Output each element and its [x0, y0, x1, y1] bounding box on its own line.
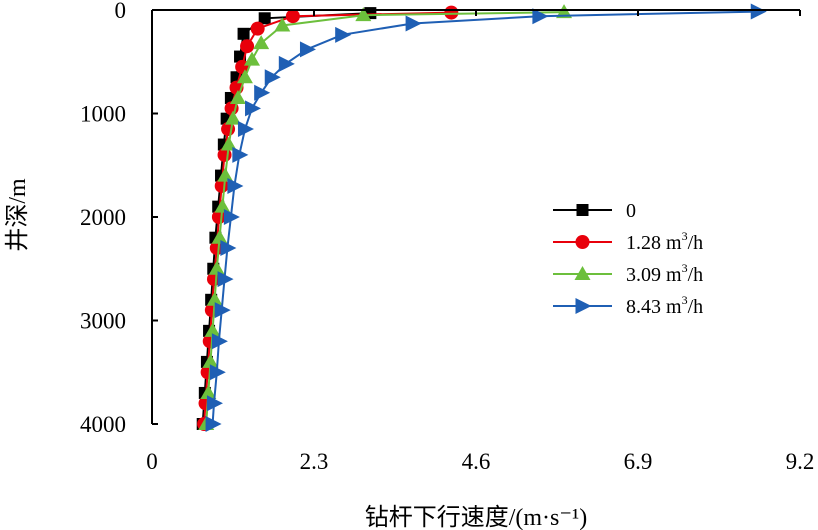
y-tick-label-3: 3000 [80, 309, 126, 334]
data-point-3-6 [264, 69, 281, 86]
legend-entry-1: 1.28 m3/h [553, 229, 703, 254]
data-point-2-0 [556, 4, 573, 19]
data-point-0-2 [237, 27, 250, 40]
series-line-2 [205, 11, 565, 425]
y-tick-label-4: 4000 [80, 412, 126, 437]
data-point-2-3 [253, 35, 270, 50]
legend-swatch-marker-3 [575, 298, 592, 314]
data-point-3-0 [750, 3, 767, 20]
legend-swatch-marker-0 [576, 204, 589, 216]
data-point-3-13 [220, 240, 237, 257]
data-point-2-12 [208, 260, 225, 275]
data-point-1-12 [206, 272, 221, 287]
data-point-3-15 [214, 302, 231, 319]
data-point-2-2 [274, 17, 291, 32]
data-point-3-11 [227, 177, 244, 194]
legend-swatch-marker-2 [574, 266, 591, 280]
series-line-1 [203, 11, 452, 425]
data-point-2-7 [225, 110, 241, 125]
data-point-3-19 [205, 416, 222, 432]
data-point-3-9 [237, 121, 254, 138]
data-point-2-14 [204, 322, 221, 337]
legend-swatch-marker-1 [575, 235, 590, 249]
x-tick-label-2: 4.6 [462, 449, 491, 474]
x-axis-title: 钻杆下行速度/(m·s⁻¹) [365, 504, 588, 530]
data-point-1-0 [444, 5, 459, 20]
y-axis-title: 井深/m [4, 178, 31, 252]
data-point-2-9 [217, 167, 234, 182]
data-point-3-3 [335, 26, 352, 43]
data-point-2-13 [206, 291, 223, 306]
series-line-3 [211, 10, 758, 425]
data-point-3-1 [532, 8, 549, 25]
data-point-2-16 [200, 384, 217, 399]
data-point-2-11 [211, 229, 228, 244]
data-point-3-18 [206, 395, 223, 412]
data-point-3-5 [278, 55, 295, 72]
data-point-1-2 [250, 21, 265, 36]
plot-marks [196, 3, 767, 432]
x-tick-label-1: 2.3 [300, 449, 329, 474]
data-point-2-4 [244, 51, 261, 66]
data-point-3-8 [245, 100, 262, 117]
data-point-3-16 [211, 333, 228, 350]
data-point-1-1 [285, 9, 300, 24]
x-tick-label-4: 9.2 [786, 449, 815, 474]
legend-entry-2: 3.09 m3/h [553, 261, 703, 286]
data-point-3-12 [223, 209, 240, 225]
data-point-3-17 [209, 364, 226, 381]
data-point-3-10 [232, 146, 249, 163]
legend-entry-0: 0 [553, 200, 636, 222]
data-point-3-4 [299, 41, 316, 58]
data-point-2-5 [236, 69, 253, 84]
data-point-3-2 [405, 15, 422, 32]
data-point-2-15 [202, 353, 219, 368]
legend: 0 1.28 m3/h 3.09 m3/h 8.43 m3/h [553, 200, 703, 318]
x-tick-label-3: 6.9 [624, 449, 653, 474]
data-point-3-14 [217, 271, 234, 288]
x-tick-label-0: 0 [146, 449, 158, 474]
data-point-1-11 [209, 241, 224, 256]
data-point-3-7 [254, 84, 271, 101]
legend-label-1: 1.28 m3/h [626, 229, 703, 254]
data-point-1-3 [240, 39, 255, 54]
legend-entry-3: 8.43 m3/h [553, 293, 703, 318]
data-point-2-1 [355, 7, 372, 22]
y-tick-label-2: 2000 [80, 205, 126, 230]
y-tick-label-1: 1000 [80, 102, 126, 127]
data-point-2-6 [229, 89, 246, 104]
legend-label-3: 8.43 m3/h [626, 293, 703, 318]
data-point-2-8 [220, 136, 237, 151]
y-tick-label-0: 0 [115, 0, 127, 23]
axes: 0 2.3 4.6 6.9 9.2 0 1000 2000 3000 4000 [80, 0, 814, 474]
data-point-2-10 [214, 198, 231, 213]
legend-label-2: 3.09 m3/h [626, 261, 703, 286]
legend-label-0: 0 [626, 200, 636, 222]
data-point-0-1 [258, 12, 271, 25]
